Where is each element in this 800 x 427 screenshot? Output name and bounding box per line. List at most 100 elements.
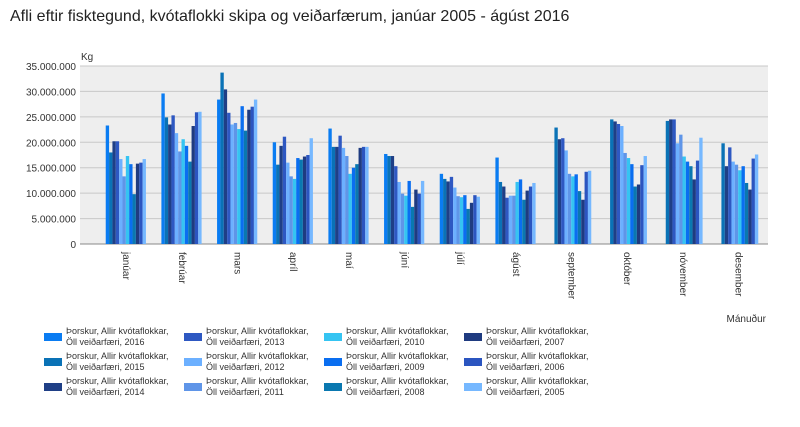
bar-ágúst-2 [502, 186, 506, 244]
bar-apríl-10 [306, 155, 310, 244]
bar-júlí-9 [469, 202, 474, 244]
legend-label: Þorskur, Allir kvótaflokkar, Öll veiðarfæ… [346, 326, 449, 347]
bar-október-10 [640, 165, 644, 244]
bar-apríl-4 [286, 162, 290, 244]
legend-swatch [184, 333, 202, 341]
bar-febrúar-7 [184, 145, 189, 244]
bar-september-1 [554, 127, 558, 244]
bar-október-5 [623, 152, 627, 244]
bar-apríl-5 [289, 176, 293, 244]
bar-september-5 [567, 173, 572, 244]
bar-júlí-1 [443, 178, 447, 244]
bar-maí-10 [361, 146, 366, 244]
bar-desember-2 [724, 166, 729, 244]
bar-janúar-6 [125, 156, 130, 244]
bar-október-3 [616, 123, 621, 244]
bar-maí-7 [351, 167, 356, 244]
bar-apríl-3 [282, 136, 287, 244]
bar-júlí-5 [456, 196, 460, 244]
legend-label: Þorskur, Allir kvótaflokkar, Öll veiðarfæ… [486, 376, 589, 397]
bar-júní-6 [404, 195, 408, 244]
bar-maí-2 [335, 146, 339, 244]
bar-ágúst-4 [508, 195, 513, 244]
bar-júlí-11 [476, 196, 480, 244]
x-tick-label: júní [399, 251, 410, 268]
bar-mars-7 [240, 106, 244, 244]
bar-nóvember-8 [689, 166, 693, 244]
bar-febrúar-1 [164, 117, 169, 244]
y-axis-label: Kg [81, 52, 93, 63]
bar-mars-8 [243, 130, 248, 244]
bar-október-11 [643, 156, 647, 244]
x-tick-label: nóvember [677, 252, 688, 297]
bar-júní-11 [420, 180, 425, 244]
bar-apríl-1 [276, 164, 280, 244]
bar-maí-9 [358, 147, 362, 244]
bar-nóvember-3 [672, 119, 676, 244]
y-tick-label: 5.000.000 [32, 215, 77, 226]
x-tick-label: janúar [120, 251, 131, 280]
bar-febrúar-2 [168, 124, 172, 244]
x-tick-label: september [566, 252, 577, 300]
bar-nóvember-2 [669, 119, 673, 244]
legend-label: Þorskur, Allir kvótaflokkar, Öll veiðarfæ… [66, 351, 169, 372]
bar-apríl-9 [302, 156, 307, 244]
bar-febrúar-5 [178, 151, 182, 244]
bar-janúar-1 [109, 152, 113, 244]
bar-desember-10 [751, 158, 755, 244]
legend-label: Þorskur, Allir kvótaflokkar, Öll veiðarfæ… [206, 376, 309, 397]
bar-apríl-11 [309, 138, 313, 244]
bar-júlí-2 [446, 181, 450, 244]
bar-maí-11 [365, 146, 369, 244]
bar-ágúst-10 [528, 186, 533, 244]
bar-september-11 [587, 170, 592, 244]
bar-ágúst-7 [518, 179, 523, 244]
bar-júlí-4 [453, 187, 457, 244]
legend-label: Þorskur, Allir kvótaflokkar, Öll veiðarfæ… [206, 326, 309, 347]
bar-desember-5 [734, 164, 739, 244]
bar-október-8 [633, 186, 637, 244]
legend-swatch [464, 333, 482, 341]
bar-desember-11 [754, 154, 759, 244]
legend-label: Þorskur, Allir kvótaflokkar, Öll veiðarfæ… [486, 351, 589, 372]
bar-maí-1 [331, 146, 336, 244]
legend-label: Þorskur, Allir kvótaflokkar, Öll veiðarfæ… [66, 376, 169, 397]
x-tick-label: febrúar [176, 252, 187, 284]
bar-september-3 [561, 138, 565, 244]
bar-ágúst-9 [525, 190, 529, 244]
bar-febrúar-9 [191, 126, 195, 244]
bar-ágúst-3 [505, 197, 509, 244]
bar-október-6 [626, 158, 631, 244]
x-tick-label: júlí [454, 251, 465, 265]
bar-desember-7 [741, 166, 745, 244]
bar-september-7 [574, 174, 578, 244]
bar-mars-6 [237, 129, 241, 244]
bar-apríl-6 [292, 178, 297, 244]
y-tick-label: 25.000.000 [26, 113, 76, 124]
bar-apríl-7 [296, 158, 300, 244]
bar-nóvember-6 [682, 156, 686, 244]
bar-júlí-7 [463, 195, 467, 244]
bar-desember-4 [731, 161, 735, 244]
bar-júní-8 [410, 206, 415, 244]
bar-desember-6 [738, 170, 742, 244]
bar-apríl-2 [279, 145, 283, 244]
bar-mars-1 [220, 72, 224, 245]
y-tick-label: 10.000.000 [26, 189, 76, 200]
bar-janúar-7 [129, 164, 133, 244]
bar-janúar-9 [135, 163, 140, 244]
legend-label: Þorskur, Allir kvótaflokkar, Öll veiðarfæ… [66, 326, 169, 347]
bar-nóvember-10 [695, 160, 700, 244]
bar-janúar-10 [139, 162, 143, 244]
bar-júlí-3 [449, 176, 454, 244]
bar-janúar-5 [122, 176, 126, 244]
bar-júní-10 [417, 193, 421, 244]
bar-október-9 [636, 184, 641, 244]
bar-mars-5 [233, 122, 238, 244]
bar-janúar-8 [132, 194, 136, 244]
bar-apríl-0 [272, 142, 277, 244]
bar-febrúar-4 [174, 133, 179, 244]
y-tick-label: 35.000.000 [26, 62, 76, 73]
legend-swatch [184, 383, 202, 391]
bar-ágúst-0 [495, 157, 499, 244]
